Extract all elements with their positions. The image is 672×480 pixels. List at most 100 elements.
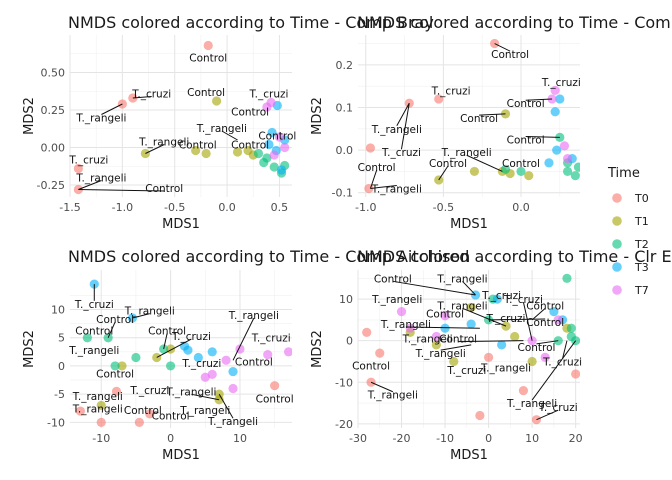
points	[362, 273, 580, 425]
point-label: T._rangeli	[228, 310, 279, 322]
point-label: Control	[189, 53, 227, 65]
point-t1	[524, 171, 534, 181]
legend-label: T1	[634, 215, 649, 228]
point-label: Control	[439, 334, 477, 346]
point-label: T._cruzi	[68, 155, 108, 167]
point-t3	[550, 107, 560, 117]
point-labels: Control T._cruzi T._rangeli Control T._cruzi…	[68, 53, 296, 196]
point-t0	[434, 94, 444, 104]
point-label: Control	[502, 158, 540, 170]
point-t0	[75, 406, 86, 416]
label-leader-line	[370, 184, 397, 189]
point-t2	[500, 164, 511, 174]
point-t7	[440, 311, 450, 321]
point-t2	[562, 166, 573, 177]
label-leader-line	[191, 393, 220, 401]
x-axis-label: MDS1	[162, 217, 200, 232]
panel-title: NMDS colored according to Time - Comp Br…	[68, 13, 434, 32]
point-t7	[431, 331, 441, 342]
x-tick-label: 10	[525, 432, 539, 445]
panel-title: NMDS colored according to Time - Comp Br…	[357, 13, 672, 32]
x-tick-label: -10	[92, 432, 110, 445]
point-label: Control	[507, 134, 545, 146]
y-tick-label: 10	[51, 304, 65, 317]
point-t7	[540, 352, 550, 362]
point-label: T._rangeli	[72, 391, 123, 403]
point-t3	[466, 319, 476, 329]
y-axis-label: MDS2	[310, 97, 325, 135]
point-t3	[552, 145, 562, 155]
x-tick-label: 0	[485, 432, 492, 445]
point-t2	[131, 352, 141, 363]
label-leader-line	[107, 321, 116, 338]
point-label: T._cruzi	[446, 365, 486, 377]
point-t2	[259, 157, 269, 168]
point-t3	[497, 340, 507, 350]
point-label: T._rangeli	[436, 300, 487, 312]
label-leader-line	[531, 307, 546, 321]
point-label: T._rangeli	[196, 123, 247, 135]
point-t3	[193, 352, 203, 363]
point-t2	[269, 162, 279, 172]
point-t7	[550, 85, 560, 96]
point-t1	[117, 361, 127, 371]
point-label: Control	[96, 368, 134, 380]
point-t3	[228, 366, 238, 377]
point-t3	[183, 345, 193, 355]
point-label: T._cruzi	[538, 402, 578, 414]
point-label: T._cruzi	[431, 85, 471, 97]
point-label: Control	[426, 309, 464, 321]
point-t1	[96, 400, 106, 411]
point-label: Control	[235, 356, 273, 368]
point-t0	[365, 143, 376, 153]
y-axis-label: MDS2	[22, 97, 37, 135]
x-tick-label: -1.0	[112, 201, 133, 214]
label-leader-line	[525, 135, 560, 138]
point-label: T._rangeli	[68, 345, 119, 357]
point-t3	[267, 127, 277, 138]
label-leader-line	[218, 393, 234, 419]
point-t7	[269, 150, 279, 160]
point-label: T._rangeli	[415, 348, 466, 360]
point-t2	[253, 148, 264, 159]
point-label: T._rangeli	[75, 113, 126, 125]
point-t7	[221, 355, 231, 365]
point-label: T._cruzi	[503, 294, 543, 306]
point-t7	[559, 141, 570, 151]
point-t7	[405, 323, 415, 333]
label-leader-line	[232, 317, 255, 361]
panel-title: NMDS colored according to Time - Comp Ai…	[68, 247, 470, 266]
point-label: T._rangeli	[441, 147, 492, 159]
legend-label: T7	[634, 284, 649, 297]
point-label: Control	[460, 113, 498, 125]
point-t1	[466, 302, 476, 313]
point-t7	[547, 94, 557, 104]
point-t0	[475, 410, 485, 421]
point-label: T._rangeli	[371, 183, 422, 195]
point-t3	[549, 306, 559, 317]
point-label: T._cruzi	[131, 89, 171, 101]
x-tick-label: -30	[349, 432, 367, 445]
point-label: T._cruzi	[74, 299, 114, 311]
point-label: T._rangeli	[436, 273, 487, 285]
point-t2	[110, 361, 120, 371]
point-label: Control	[179, 140, 217, 152]
point-label: Control	[358, 162, 396, 174]
label-leader-line	[462, 307, 507, 327]
point-t7	[207, 369, 217, 379]
label-leader-line	[440, 344, 472, 351]
point-t0	[203, 40, 213, 51]
legend-key	[612, 193, 622, 203]
point-label: Control	[526, 300, 564, 312]
point-t1	[140, 148, 150, 159]
label-leader-line	[522, 301, 533, 341]
y-tick-label: 10	[339, 293, 353, 306]
point-label: Control	[145, 183, 183, 195]
y-tick-label: 0.1	[336, 101, 354, 114]
label-leader-line	[163, 333, 168, 350]
point-label: T._rangeli	[207, 416, 258, 428]
point-t2	[566, 323, 576, 333]
point-label: Control	[258, 131, 296, 143]
y-tick-label: -20	[335, 418, 353, 431]
